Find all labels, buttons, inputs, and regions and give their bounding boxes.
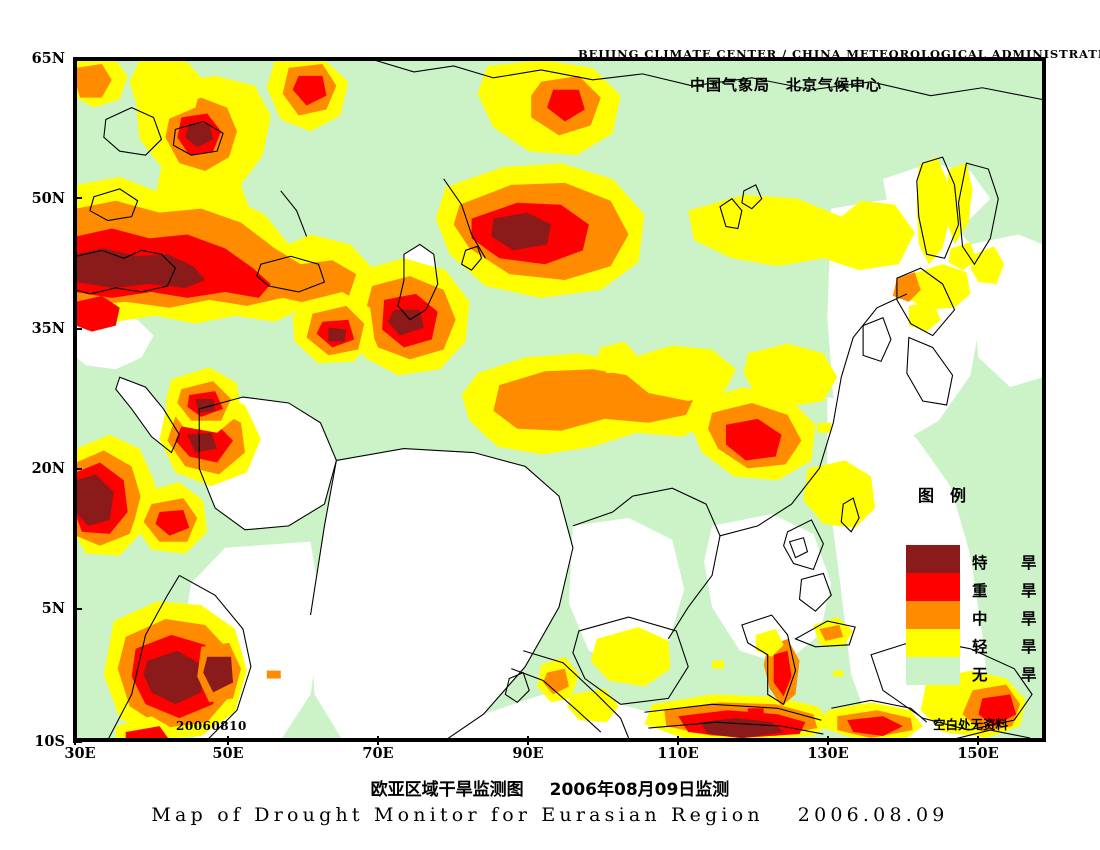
y-axis-label-65n: 65N <box>31 50 65 67</box>
drought-kenya-coast <box>115 716 179 739</box>
legend-swatch-mild <box>906 629 960 657</box>
footer-title-cn: 欧亚区域干旱监测图 <box>370 780 524 800</box>
y-axis-label-5n: 5N <box>41 600 65 617</box>
footer-date-en: 2006.08.09 <box>797 804 949 826</box>
drought-iran-plateau <box>292 291 375 364</box>
y-axis-tick-50n <box>73 197 82 199</box>
y-axis-tick-35n <box>73 328 82 330</box>
x-axis-label-150e: 150E <box>957 745 999 762</box>
legend-label-none: 无 旱 <box>972 666 1046 684</box>
x-axis-label-50e: 50E <box>212 745 244 762</box>
y-axis-label-50n: 50N <box>31 190 65 207</box>
drought-northwest-russia <box>76 60 204 120</box>
drought-inner-mongolia <box>596 341 838 407</box>
drought-lesser-sunda <box>823 702 923 739</box>
drought-arabia-northwest <box>165 367 241 433</box>
drought-sudan-red-sea <box>76 434 156 556</box>
drought-somalia-coast <box>197 642 241 703</box>
drought-shandong-spot <box>817 422 832 433</box>
y-axis-label-35n: 35N <box>31 320 65 337</box>
y-axis-tick-10s <box>73 741 82 743</box>
drought-map-svg <box>76 60 1043 739</box>
drought-caucasus-belt <box>76 176 375 324</box>
legend-swatch-moderate <box>906 601 960 629</box>
drought-caspian-east <box>350 258 470 376</box>
drought-levant <box>76 295 120 332</box>
x-axis-tick-30e <box>74 736 76 745</box>
y-axis-label-20n: 20N <box>31 460 65 477</box>
drought-tibet-east <box>690 387 816 481</box>
x-axis-label-110e: 110E <box>657 745 699 762</box>
drought-papua-south <box>920 670 1027 739</box>
footer-date-cn: 2006年08月09日监测 <box>549 780 730 800</box>
legend-label-extreme: 特 旱 <box>972 554 1046 572</box>
y-axis-tick-20n <box>73 468 82 470</box>
x-axis-label-30e: 30E <box>64 745 96 762</box>
legend-title: 图例 <box>918 486 983 505</box>
x-axis-tick-130e <box>827 736 829 745</box>
drought-hokkaido <box>892 264 971 332</box>
x-axis-tick-50e <box>227 736 229 745</box>
drought-sakhalin <box>916 157 973 265</box>
no-data-note: 空白处无资料 <box>933 717 1009 732</box>
date-stamp: 20060810 <box>176 719 247 733</box>
drought-horn-of-africa <box>103 601 247 739</box>
x-axis-tick-150e <box>977 736 979 745</box>
legend-swatch-severe <box>906 573 960 601</box>
drought-oman-spot <box>266 670 281 679</box>
legend-swatch-none <box>906 657 960 685</box>
x-axis-label-70e: 70E <box>362 745 394 762</box>
x-axis-tick-110e <box>677 736 679 745</box>
footer-title-en: Map of Drought Monitor for Eurasian Regi… <box>151 804 764 826</box>
map-plot-area <box>73 57 1046 742</box>
drought-ural-north <box>266 60 349 132</box>
drought-west-siberia <box>435 163 645 298</box>
coastlines <box>76 60 1043 739</box>
drought-moluccas-spots <box>712 660 844 719</box>
drought-sumatra <box>537 656 619 723</box>
legend-label-mild: 轻 旱 <box>972 638 1046 656</box>
drought-north-russia <box>477 60 621 156</box>
header-chinese-title: 中国气象局 北京气候中心 <box>690 76 883 94</box>
drought-far-northeast <box>948 242 1005 285</box>
drought-borneo <box>590 626 671 687</box>
x-axis-tick-90e <box>527 736 529 745</box>
footer-english: Map of Drought Monitor for Eurasian Regi… <box>0 804 1100 826</box>
footer-chinese: 欧亚区域干旱监测图 2006年08月09日监测 <box>0 775 1100 800</box>
drought-mongolia-northeast <box>688 194 915 271</box>
y-axis-label-10s: 10S <box>34 733 65 750</box>
x-axis-label-130e: 130E <box>807 745 849 762</box>
legend-label-moderate: 中 旱 <box>972 610 1046 628</box>
y-axis-tick-65n <box>73 57 82 59</box>
legend-label-severe: 重 旱 <box>972 582 1046 600</box>
x-axis-label-90e: 90E <box>512 745 544 762</box>
drought-yemen <box>133 482 208 554</box>
drought-sulawesi <box>755 617 854 707</box>
y-axis-tick-5n <box>73 608 82 610</box>
x-axis-tick-70e <box>377 736 379 745</box>
legend-swatch-extreme <box>906 545 960 573</box>
